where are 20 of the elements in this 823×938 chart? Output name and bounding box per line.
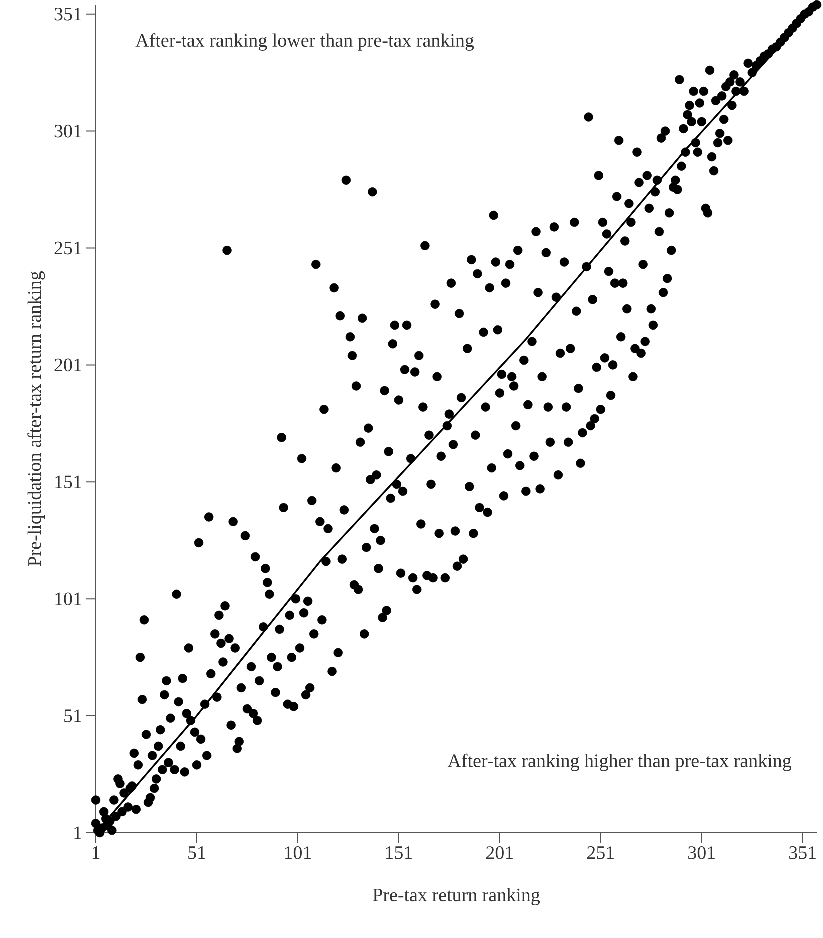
x-tick-label: 301: [688, 846, 715, 860]
x-tick-label: 51: [188, 846, 206, 860]
x-tick-label: 1: [92, 846, 100, 860]
annotation: After-tax ranking lower than pre-tax ranking: [136, 34, 474, 51]
y-tick-label: 251: [54, 242, 82, 255]
x-tick-label: 351: [790, 846, 816, 860]
annotation: After-tax ranking higher than pre-tax ranking: [448, 754, 792, 772]
x-tick-label: 101: [285, 846, 312, 860]
y-tick-label: 301: [54, 124, 82, 138]
y-tick-label: 1: [74, 826, 82, 840]
y-tick-label: 101: [56, 592, 82, 606]
x-axis-title: Pre-tax return ranking: [373, 888, 540, 906]
y-tick-label: 201: [54, 358, 82, 372]
x-tick-label: 151: [386, 846, 412, 860]
y-tick-label: 351: [54, 8, 82, 21]
x-tick-label: 201: [486, 846, 514, 860]
x-tick-label: 251: [587, 846, 614, 860]
y-axis-title: Pre-liquidation after-tax return ranking: [28, 272, 46, 566]
y-tick-label: 151: [56, 476, 82, 489]
y-tick-label: 51: [64, 710, 82, 722]
